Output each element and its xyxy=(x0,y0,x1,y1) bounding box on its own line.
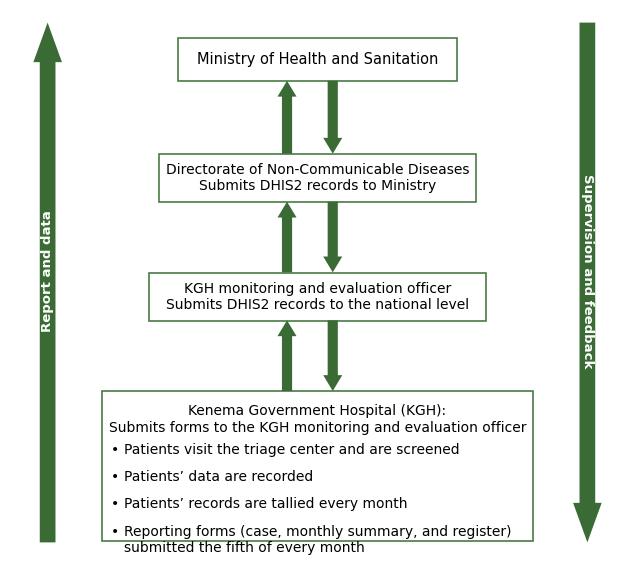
Polygon shape xyxy=(323,202,342,272)
Polygon shape xyxy=(277,320,297,391)
Text: Patients’ data are recorded: Patients’ data are recorded xyxy=(124,470,313,484)
FancyBboxPatch shape xyxy=(159,154,476,202)
Polygon shape xyxy=(323,81,342,154)
FancyBboxPatch shape xyxy=(178,38,457,80)
Text: •: • xyxy=(111,470,119,484)
Text: Report and data: Report and data xyxy=(41,210,54,332)
Text: Patients’ records are tallied every month: Patients’ records are tallied every mont… xyxy=(124,498,407,511)
Text: •: • xyxy=(111,498,119,511)
Text: Submits forms to the KGH monitoring and evaluation officer: Submits forms to the KGH monitoring and … xyxy=(109,420,526,434)
Text: Ministry of Health and Sanitation: Ministry of Health and Sanitation xyxy=(197,52,438,67)
FancyBboxPatch shape xyxy=(149,273,486,321)
Polygon shape xyxy=(33,23,62,542)
Polygon shape xyxy=(573,23,602,542)
Polygon shape xyxy=(277,202,297,272)
Text: Kenema Government Hospital (KGH):: Kenema Government Hospital (KGH): xyxy=(189,403,446,418)
Text: Reporting forms (case, monthly summary, and register)
submitted the fifth of eve: Reporting forms (case, monthly summary, … xyxy=(124,524,511,555)
Text: KGH monitoring and evaluation officer
Submits DHIS2 records to the national leve: KGH monitoring and evaluation officer Su… xyxy=(166,281,469,312)
Polygon shape xyxy=(277,81,297,154)
Text: Supervision and feedback: Supervision and feedback xyxy=(581,174,594,368)
Text: Patients visit the triage center and are screened: Patients visit the triage center and are… xyxy=(124,443,460,457)
Text: Directorate of Non-Communicable Diseases
Submits DHIS2 records to Ministry: Directorate of Non-Communicable Diseases… xyxy=(166,163,469,193)
FancyBboxPatch shape xyxy=(102,391,533,541)
Text: •: • xyxy=(111,524,119,538)
Text: •: • xyxy=(111,443,119,457)
Polygon shape xyxy=(323,320,342,391)
